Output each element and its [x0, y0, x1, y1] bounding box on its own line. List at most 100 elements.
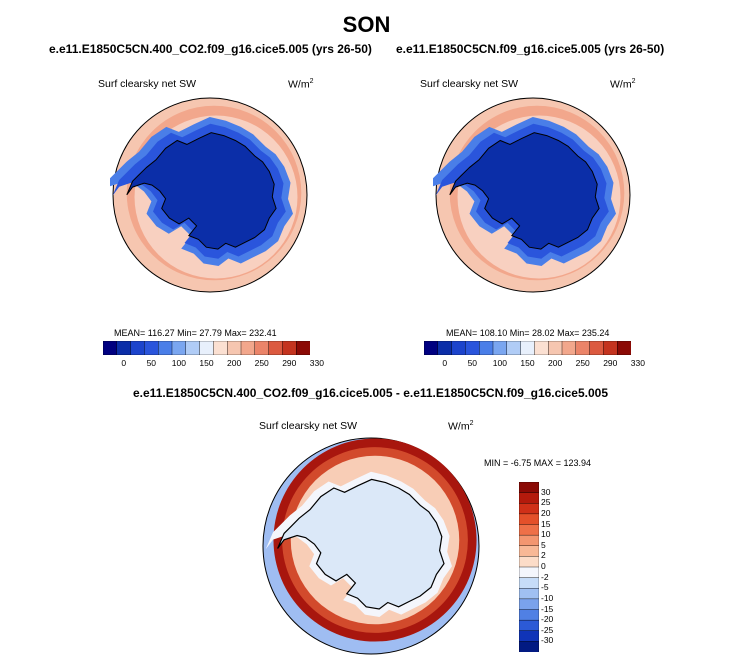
- panel-2-colorbar-tick-label: 0: [442, 358, 448, 368]
- difference-colorbar-tick-label: 10: [541, 529, 551, 540]
- page-title: SON: [342, 12, 391, 37]
- panel-2-colorbar-tick-label: 150: [520, 358, 535, 368]
- panel-2-colorbar-box: [575, 341, 591, 355]
- panel-2-colorbar-box: [603, 341, 618, 355]
- difference-colorbar-box: [519, 534, 539, 547]
- difference-colorbar-tick-label: -20: [541, 614, 554, 625]
- difference-colorbar-tick-label: -2: [541, 571, 549, 582]
- difference-colorbar-tick-label: 5: [541, 539, 546, 550]
- panel-1-colorbar-box: [282, 341, 297, 355]
- panel-1-stats: MEAN= 116.27 Min= 27.79 Max= 232.41: [114, 328, 277, 338]
- difference-title: e.e11.E1850C5CN.400_CO2.f09_g16.cice5.00…: [133, 386, 609, 400]
- panel-2-colorbar-box: [424, 341, 439, 355]
- panel-2-colorbar-box: [479, 341, 494, 355]
- difference-colorbar-tick-label: 0: [541, 561, 546, 571]
- panel-1-colorbar-tick-label: 100: [171, 358, 186, 368]
- panel-1-colorbar-box: [240, 341, 256, 355]
- panel-1-colorbar-box: [268, 341, 283, 355]
- panel-1-colorbar-box: [130, 341, 145, 355]
- difference-colorbar-tick-label: 15: [541, 518, 551, 529]
- panel-2-antarctica-coastline: [449, 132, 600, 250]
- difference-colorbar-box: [519, 619, 539, 632]
- panel-2-colorbar-box: [506, 341, 522, 355]
- difference-colorbar-box: [519, 588, 539, 600]
- panel-1-colorbar-box: [171, 341, 187, 355]
- panel-2-colorbar-box: [534, 341, 549, 355]
- difference-colorbar-box: [519, 492, 539, 504]
- panel-2-variable-label: Surf clearsky net SW: [420, 78, 519, 90]
- panel-1-colorbar-tick-label: 150: [199, 358, 214, 368]
- panel-1-variable-label: Surf clearsky net SW: [98, 78, 197, 90]
- panel-1-colorbar-tick-label: 330: [309, 358, 324, 368]
- panel-1-colorbar-box: [199, 341, 214, 355]
- difference-colorbar-box: [519, 641, 539, 652]
- panel-1-colorbar-box: [295, 341, 310, 355]
- panel-1-colorbar-labels: 0 50 100 150 200 250 290 330: [103, 358, 324, 370]
- difference-colorbar-box: [519, 556, 539, 568]
- panel-1-colorbar-box: [144, 341, 159, 355]
- panel-1-colorbar-tick-label: 200: [227, 358, 242, 368]
- panel-2-colorbar-box: [616, 341, 631, 355]
- difference-units: W/m2: [448, 420, 474, 433]
- difference-colorbar-box: [519, 482, 539, 494]
- panel-1-colorbar-box: [226, 341, 242, 355]
- panel-2-colorbar-tick-label: 250: [575, 358, 590, 368]
- difference-colorbar-box: [519, 577, 539, 589]
- difference-colorbar-tick-label: 20: [541, 507, 551, 518]
- difference-colorbar-tick-label: -15: [541, 603, 554, 614]
- panel-2-colorbar-tick-label: 330: [630, 358, 645, 368]
- panel-2-colorbar-box: [547, 341, 563, 355]
- difference-colorbar-tick-label: -5: [541, 582, 549, 593]
- panel-2-stats: MEAN= 108.10 Min= 28.02 Max= 235.24: [446, 328, 610, 338]
- panel-1-antarctica-coastline: [126, 132, 277, 250]
- panel-1-colorbar-tick-label: 0: [121, 358, 127, 368]
- panel-1-title: e.e11.E1850C5CN.400_CO2.f09_g16.cice5.00…: [49, 42, 372, 56]
- difference-colorbar-box: [519, 566, 539, 579]
- difference-colorbar-tick-label: 2: [541, 550, 546, 561]
- panel-1-units: W/m2: [288, 78, 314, 91]
- panel-2-colorbar-box: [561, 341, 577, 355]
- difference-colorbar-box: [519, 598, 539, 611]
- panel-2-colorbar-labels: 0 50 100 150 200 250 290 330: [424, 358, 645, 370]
- difference-colorbar-tick-label: -25: [541, 624, 554, 635]
- panel-1-colorbar: [103, 341, 310, 355]
- difference-colorbar-box: [519, 545, 539, 557]
- panel-1-colorbar-tick-label: 250: [254, 358, 269, 368]
- panel-2-map: [433, 97, 631, 293]
- panel-1-colorbar-box: [103, 341, 118, 355]
- panel-1-colorbar-box: [213, 341, 228, 355]
- panel-2-colorbar-box: [492, 341, 508, 355]
- panel-2-title: e.e11.E1850C5CN.f09_g16.cice5.005 (yrs 2…: [396, 42, 665, 56]
- panel-2-colorbar-box: [589, 341, 604, 355]
- panel-1-colorbar-box: [158, 341, 173, 355]
- difference-colorbar-tick-label: -30: [541, 635, 554, 646]
- panel-1-colorbar-box: [254, 341, 270, 355]
- difference-colorbar-box: [519, 513, 539, 526]
- difference-variable-label: Surf clearsky net SW: [259, 420, 358, 432]
- difference-colorbar-box: [519, 503, 539, 515]
- panel-1-colorbar-tick-label: 290: [282, 358, 297, 368]
- difference-colorbar-box: [519, 524, 539, 536]
- panel-2-colorbar-box: [451, 341, 466, 355]
- panel-2-colorbar-box: [520, 341, 535, 355]
- panel-1-map: [110, 97, 308, 293]
- difference-colorbar-tick-label: -10: [541, 592, 554, 603]
- difference-colorbar-tick-label: 25: [541, 497, 551, 508]
- difference-colorbar: [519, 482, 539, 652]
- panel-2-units: W/m2: [610, 78, 636, 91]
- difference-colorbar-box: [519, 630, 539, 642]
- difference-antarctica-coastline: [277, 478, 445, 610]
- panel-1-colorbar-box: [116, 341, 132, 355]
- panel-2-colorbar-tick-label: 200: [548, 358, 563, 368]
- panel-2-colorbar-box: [437, 341, 453, 355]
- difference-map: [262, 437, 480, 655]
- panel-2-colorbar-box: [465, 341, 480, 355]
- panel-2-colorbar-tick-label: 100: [492, 358, 507, 368]
- panel-2-colorbar: [424, 341, 631, 355]
- panel-2-colorbar-tick-label: 290: [603, 358, 618, 368]
- panel-2-colorbar-tick-label: 50: [467, 358, 478, 368]
- panel-1-colorbar-box: [185, 341, 201, 355]
- panel-1-colorbar-tick-label: 50: [146, 358, 157, 368]
- difference-colorbar-box: [519, 609, 539, 621]
- difference-colorbar-labels: 30 25 20 15 10 5 2 0 -2 -5 -10 -15 -20 -25 -30: [541, 482, 571, 652]
